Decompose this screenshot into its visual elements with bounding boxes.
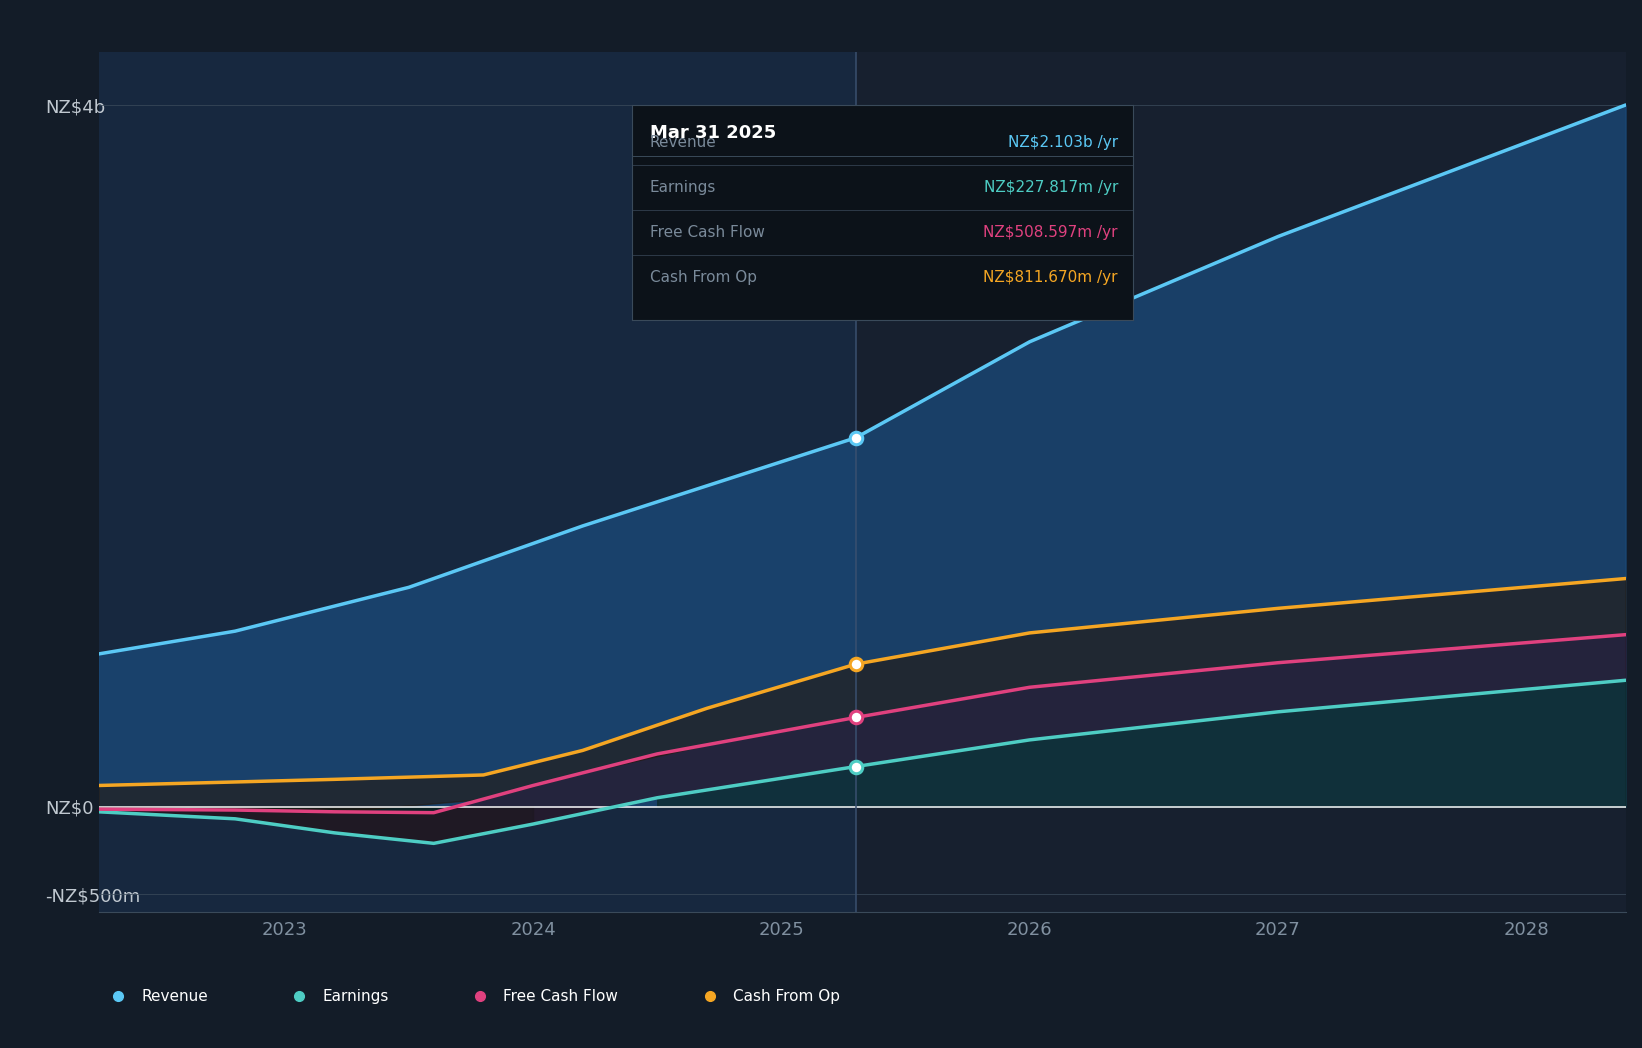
Text: Earnings: Earnings [322,988,389,1004]
Text: NZ$227.817m /yr: NZ$227.817m /yr [984,180,1118,195]
Text: Cash From Op: Cash From Op [732,988,841,1004]
Text: Mar 31 2025: Mar 31 2025 [650,124,777,143]
Bar [855,52,1626,912]
Text: NZ$2.103b /yr: NZ$2.103b /yr [1008,135,1118,150]
Text: Revenue: Revenue [650,135,716,150]
Text: Revenue: Revenue [141,988,209,1004]
Text: NZ$508.597m /yr: NZ$508.597m /yr [984,225,1118,240]
Text: Free Cash Flow: Free Cash Flow [502,988,617,1004]
Text: Earnings: Earnings [650,180,716,195]
Bar [99,52,855,912]
Text: Cash From Op: Cash From Op [650,270,757,285]
Text: Free Cash Flow: Free Cash Flow [650,225,765,240]
Text: NZ$811.670m /yr: NZ$811.670m /yr [984,270,1118,285]
Text: Past: Past [811,143,846,160]
Text: Analysts Forecasts: Analysts Forecasts [870,143,1026,160]
